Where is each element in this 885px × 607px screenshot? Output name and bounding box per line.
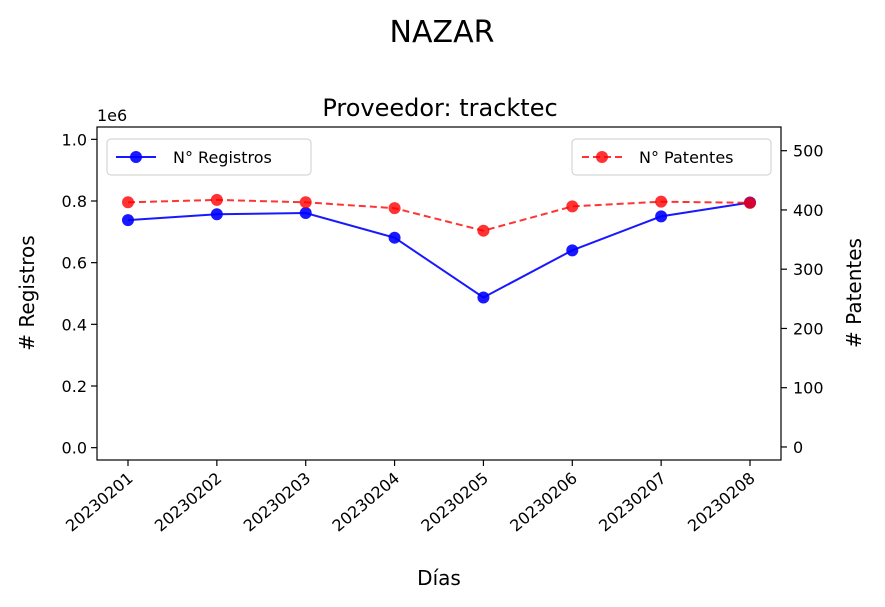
left-y-axis: 0.0 0.2 0.4 0.6 0.8 1.0 bbox=[62, 130, 97, 458]
series-0-point bbox=[477, 291, 490, 304]
x-tick-label: 20230204 bbox=[329, 469, 404, 536]
right-tick-label: 500 bbox=[793, 142, 824, 161]
x-tick-label: 20230202 bbox=[151, 469, 226, 536]
legend-patentes: N° Patentes bbox=[571, 138, 772, 176]
series-0-point bbox=[566, 244, 579, 257]
x-tick-label: 20230205 bbox=[417, 469, 492, 536]
series-1-point bbox=[388, 202, 401, 215]
x-tick-label: 20230206 bbox=[506, 469, 581, 536]
x-tick-label: 20230203 bbox=[240, 469, 315, 536]
series-1-point bbox=[477, 224, 490, 237]
series-line-0 bbox=[127, 201, 751, 299]
x-tick-label: 20230201 bbox=[62, 469, 137, 536]
series-0-point bbox=[299, 207, 312, 220]
series-1-point bbox=[566, 200, 579, 213]
left-axis-offset-label: 1e6 bbox=[97, 106, 127, 125]
series-0-point bbox=[122, 214, 134, 227]
x-tick-label: 20230208 bbox=[684, 469, 759, 536]
y-axis-right-label: # Patentes bbox=[842, 238, 866, 348]
right-tick-label: 200 bbox=[793, 319, 824, 338]
legend-label-patentes: N° Patentes bbox=[639, 148, 734, 167]
series-0-point bbox=[388, 231, 401, 244]
left-tick-label: 1.0 bbox=[62, 130, 87, 149]
left-tick-label: 0.8 bbox=[62, 192, 87, 211]
right-tick-label: 100 bbox=[793, 379, 824, 398]
series-1-point bbox=[655, 195, 668, 208]
series-1-point bbox=[299, 196, 312, 209]
series-1-point bbox=[744, 196, 756, 209]
x-axis-label: Días bbox=[417, 566, 461, 590]
chart-suptitle: NAZAR bbox=[390, 15, 495, 50]
legend-label-registros: N° Registros bbox=[173, 148, 272, 167]
left-tick-label: 0.4 bbox=[62, 315, 87, 334]
left-tick-label: 0.6 bbox=[62, 254, 87, 273]
right-tick-label: 300 bbox=[793, 260, 824, 279]
series-line-1 bbox=[127, 198, 751, 232]
chart-title: Proveedor: tracktec bbox=[322, 94, 557, 122]
series-1-point bbox=[122, 196, 134, 209]
series-layer bbox=[122, 193, 756, 304]
x-axis: 20230201 20230202 20230203 20230204 20230205… bbox=[62, 460, 759, 535]
left-tick-label: 0.0 bbox=[62, 439, 87, 458]
x-tick-label: 20230207 bbox=[595, 469, 670, 536]
legend-registros: N° Registros bbox=[106, 138, 312, 176]
series-1-point bbox=[210, 193, 223, 206]
y-axis-left-label: # Registros bbox=[15, 235, 39, 350]
series-0-point bbox=[210, 208, 223, 221]
right-tick-label: 0 bbox=[793, 438, 803, 457]
series-0-point bbox=[655, 210, 668, 223]
left-tick-label: 0.2 bbox=[62, 377, 87, 396]
right-y-axis: 0 100 200 300 400 500 bbox=[781, 142, 824, 457]
right-tick-label: 400 bbox=[793, 201, 824, 220]
plot-area bbox=[96, 126, 782, 461]
